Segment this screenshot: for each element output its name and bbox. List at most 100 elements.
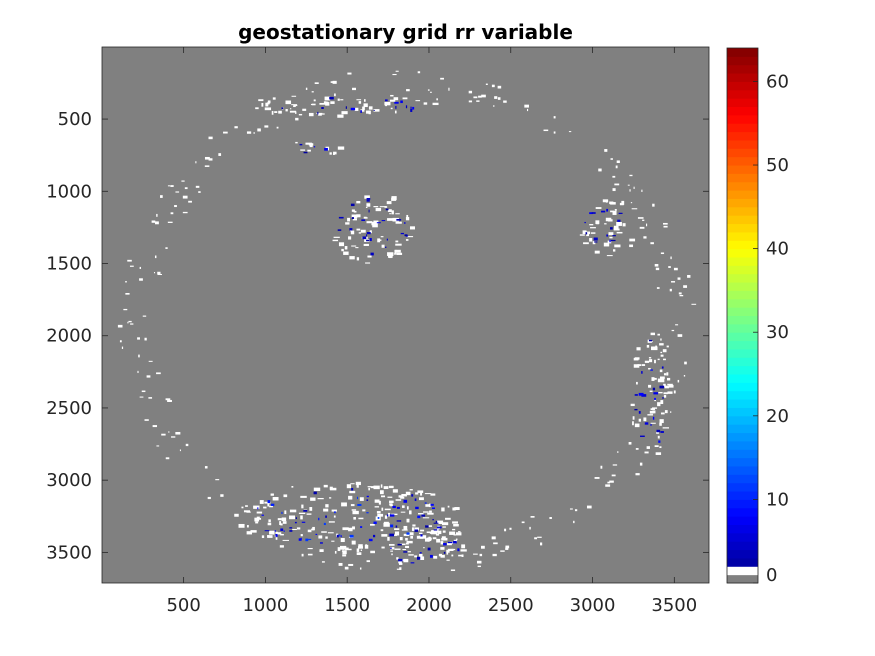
cloud-speck [351,540,356,545]
rain-cell [366,234,368,237]
cloud-speck [243,510,251,513]
rain-cell [373,109,375,111]
cloud-speck [275,531,278,536]
cloud-speck [468,90,473,94]
cloud-speck [448,87,450,91]
cloud-speck [395,243,402,246]
cloud-speck [663,373,667,376]
cloud-speck [671,281,676,283]
cloud-speck [364,217,368,219]
rain-rate-layer [257,96,665,564]
cloud-speck [341,502,347,507]
colorbar-bin [727,507,758,517]
cloud-speck [392,73,397,76]
colorbar-tick-label: 50 [766,155,789,176]
cloud-speck [657,378,665,383]
cloud-speck [184,187,188,190]
cloud-speck [677,277,681,280]
cloud-speck [387,252,394,256]
cloud-speck [659,369,663,373]
cloud-speck [603,242,610,247]
rain-cell [368,538,373,542]
cloud-speck [428,536,431,541]
colorbar-bin [727,256,758,266]
rain-cell [313,146,316,148]
cloud-speck [381,507,384,511]
rain-cell [397,543,402,546]
colorbar-bin [727,365,758,375]
cloud-speck [649,359,653,363]
cloud-speck [549,517,552,520]
cloud-speck [267,503,270,507]
cloud-speck [419,497,424,501]
cloud-speck [234,126,238,129]
cloud-speck [393,97,399,101]
cloud-speck [473,96,478,99]
rain-cell [420,534,423,537]
cloud-speck [453,539,457,542]
cloud-speck [582,230,587,235]
cloud-speck [245,505,248,507]
cloud-speck [394,548,401,550]
cloud-speck [405,545,410,549]
rain-cell [443,551,446,554]
cloud-speck [649,410,654,414]
rain-cell [432,518,434,521]
cloud-speck [344,566,349,570]
cloud-speck [607,481,611,484]
rain-cell [385,99,388,102]
rain-cell [366,495,369,498]
cloud-speck [410,535,414,539]
cloud-speck [308,112,314,117]
cloud-speck [156,445,160,447]
cloud-speck [446,549,450,553]
cloud-speck [182,195,188,199]
cloud-speck [348,236,352,240]
cloud-speck [279,545,284,548]
cloud-speck [641,189,643,192]
cloud-speck [256,516,260,520]
cloud-speck [628,441,632,445]
rain-cell [634,394,638,396]
cloud-speck [407,236,414,238]
colorbar-bin [727,215,758,225]
rain-cell [638,392,644,396]
rain-cell [303,509,308,512]
rain-cell [264,530,270,532]
cloud-speck [351,509,357,511]
rain-cell [329,96,334,100]
cloud-speck [298,113,303,116]
cloud-speck [269,530,275,535]
colorbar-bin [727,64,758,74]
colorbar-tick-label: 20 [766,406,789,427]
cloud-speck [290,108,292,110]
cloud-speck [350,483,355,485]
colorbar-bin [727,206,758,216]
cloud-speck [648,357,652,359]
cloud-speck [604,223,607,225]
cloud-speck [358,101,362,104]
rain-cell [351,487,354,491]
cloud-speck [151,220,156,223]
rain-cell [386,238,388,241]
cloud-speck [272,497,279,501]
y-tick-label: 3000 [46,470,92,491]
rain-cell [403,499,408,503]
cloud-speck [656,287,660,289]
cloud-speck [270,493,274,496]
cloud-speck [128,320,132,323]
cloud-speck [351,245,357,247]
cloud-speck [395,499,402,501]
rain-cell [368,209,370,213]
cloud-speck [600,465,603,469]
cloud-speck [441,522,449,526]
cloud-speck [358,546,363,549]
cloud-speck [530,516,535,518]
rain-cell [390,524,394,528]
cloud-speck [526,108,529,112]
cloud-speck [167,221,173,223]
rain-cell [366,239,370,242]
cloud-speck [408,554,414,556]
cloud-speck [383,486,389,490]
cloud-speck [415,492,419,495]
